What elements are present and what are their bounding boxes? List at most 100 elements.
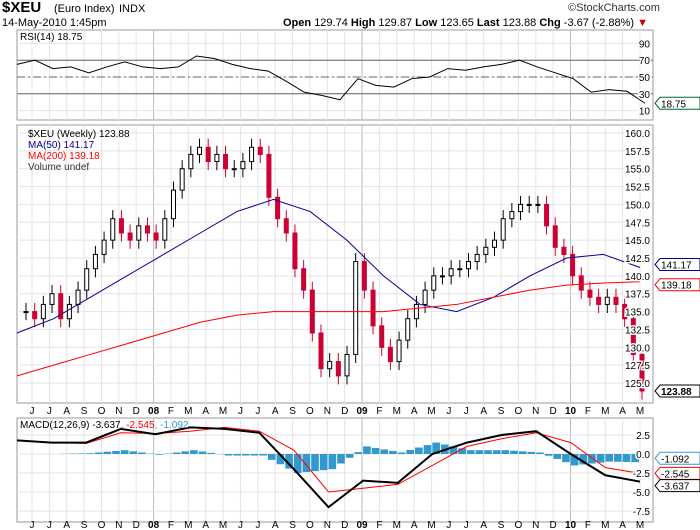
candle-body — [40, 303, 46, 320]
ma50-tag-box — [654, 258, 700, 271]
macd-signal-line — [16, 426, 641, 493]
month-label: J — [47, 406, 52, 417]
month-label: M — [636, 406, 644, 417]
month-label: A — [480, 520, 487, 530]
price-legend-entry: MA(200) 139.18 — [28, 151, 100, 162]
month-label: S — [289, 520, 296, 530]
candle-body — [587, 289, 593, 298]
macd-histogram-bar — [233, 454, 241, 456]
candle-body — [344, 353, 350, 377]
month-label: F — [376, 406, 382, 417]
price-panel — [16, 124, 654, 404]
macd-histogram-bar — [449, 446, 458, 454]
macd-histogram-bar — [77, 453, 86, 454]
month-label: F — [168, 406, 174, 417]
candle-body — [518, 203, 524, 213]
month-label: A — [272, 406, 279, 417]
month-label: M — [601, 406, 609, 417]
last-price-tag: 123.88 — [661, 387, 692, 398]
macd-histogram-bar — [319, 454, 328, 471]
macd-histogram-bar — [259, 454, 267, 456]
candle-body — [604, 296, 610, 305]
month-label: 10 — [565, 520, 577, 530]
price-tick-label: 147.5 — [625, 218, 650, 229]
brand: ©StockCharts.com — [568, 2, 660, 14]
macd-legend: MACD(12,26,9) -3.637, -2.545, -1.092 — [20, 420, 189, 431]
macd-histogram-bar — [501, 450, 510, 454]
macd-histogram-bar — [138, 452, 146, 454]
candle-body — [318, 332, 324, 370]
month-label: S — [81, 406, 88, 417]
month-label: S — [81, 520, 88, 530]
candle-body — [153, 232, 159, 241]
candle-body — [630, 318, 636, 355]
macd-histogram-bar — [562, 454, 570, 463]
candle-body — [266, 153, 272, 198]
month-label: M — [393, 406, 401, 417]
month-label: O — [306, 406, 314, 417]
rsi-tick-label: 30 — [639, 90, 651, 101]
price-tick-label: 160.0 — [625, 129, 650, 140]
macd-histogram-bar — [622, 454, 631, 462]
price-tick-label: 132.5 — [625, 325, 650, 336]
candle-body — [179, 168, 185, 191]
last-value: 123.88 — [502, 17, 537, 29]
month-label: F — [376, 520, 382, 530]
macd-signal-tag-box — [654, 466, 700, 480]
macd-histogram-bar — [190, 450, 198, 454]
macd-histogram-bar — [311, 454, 319, 472]
month-label: O — [306, 520, 314, 530]
price-tick-label: 135.0 — [625, 308, 650, 319]
month-label: D — [133, 520, 140, 530]
candle-body — [240, 161, 246, 170]
candle-body — [500, 218, 506, 241]
candle-body — [622, 303, 628, 320]
macd-histogram-bar — [406, 450, 415, 454]
macd-histogram-bar — [172, 452, 181, 454]
macd-histogram-bar — [484, 450, 492, 454]
month-label: N — [324, 520, 331, 530]
candle-body — [396, 339, 402, 363]
month-label: J — [238, 520, 243, 530]
macd-histogram-bar — [267, 454, 276, 460]
month-label: A — [619, 406, 626, 417]
chg-value: -3.67 (-2.88%) — [563, 17, 635, 29]
candle-body — [214, 153, 220, 163]
macd-histogram-bar — [198, 451, 207, 454]
candle-body — [205, 146, 211, 163]
month-label: 09 — [356, 520, 368, 530]
macd-histogram-bar — [250, 454, 259, 456]
candle-body — [170, 189, 176, 220]
macd-histogram-bar — [605, 454, 614, 462]
month-label: M — [393, 520, 401, 530]
month-label: J — [255, 406, 260, 417]
candle-body — [136, 225, 142, 241]
ma200-tag-box — [654, 278, 700, 292]
macd-histogram-bar — [492, 450, 501, 454]
candle-body — [370, 289, 376, 327]
month-label: A — [619, 520, 626, 530]
rsi-tick-label: 70 — [639, 56, 651, 67]
ma200-tag: 139.18 — [661, 281, 692, 292]
candle-body — [84, 268, 90, 291]
rsi-last-tag: 18.75 — [661, 99, 686, 110]
macd-histogram-bar — [544, 454, 553, 456]
candle-body — [301, 268, 307, 291]
macd-signal-tag: -2.545 — [661, 469, 690, 480]
month-label: D — [550, 520, 557, 530]
candle-body — [353, 261, 359, 355]
macd-panel — [16, 417, 654, 523]
month-label: D — [550, 406, 557, 417]
candle-body — [387, 346, 393, 363]
rsi-tick-label: 50 — [639, 73, 651, 84]
open-label: Open — [283, 17, 312, 29]
candle-body — [535, 203, 541, 206]
month-label: M — [636, 520, 644, 530]
month-label: A — [411, 520, 418, 530]
month-label: O — [98, 406, 106, 417]
rsi-tick-label: 10 — [639, 107, 651, 118]
macd-histogram-bar — [596, 454, 605, 463]
month-label: M — [184, 520, 192, 530]
month-label: J — [464, 520, 469, 530]
macd-histogram-bar — [518, 451, 527, 454]
